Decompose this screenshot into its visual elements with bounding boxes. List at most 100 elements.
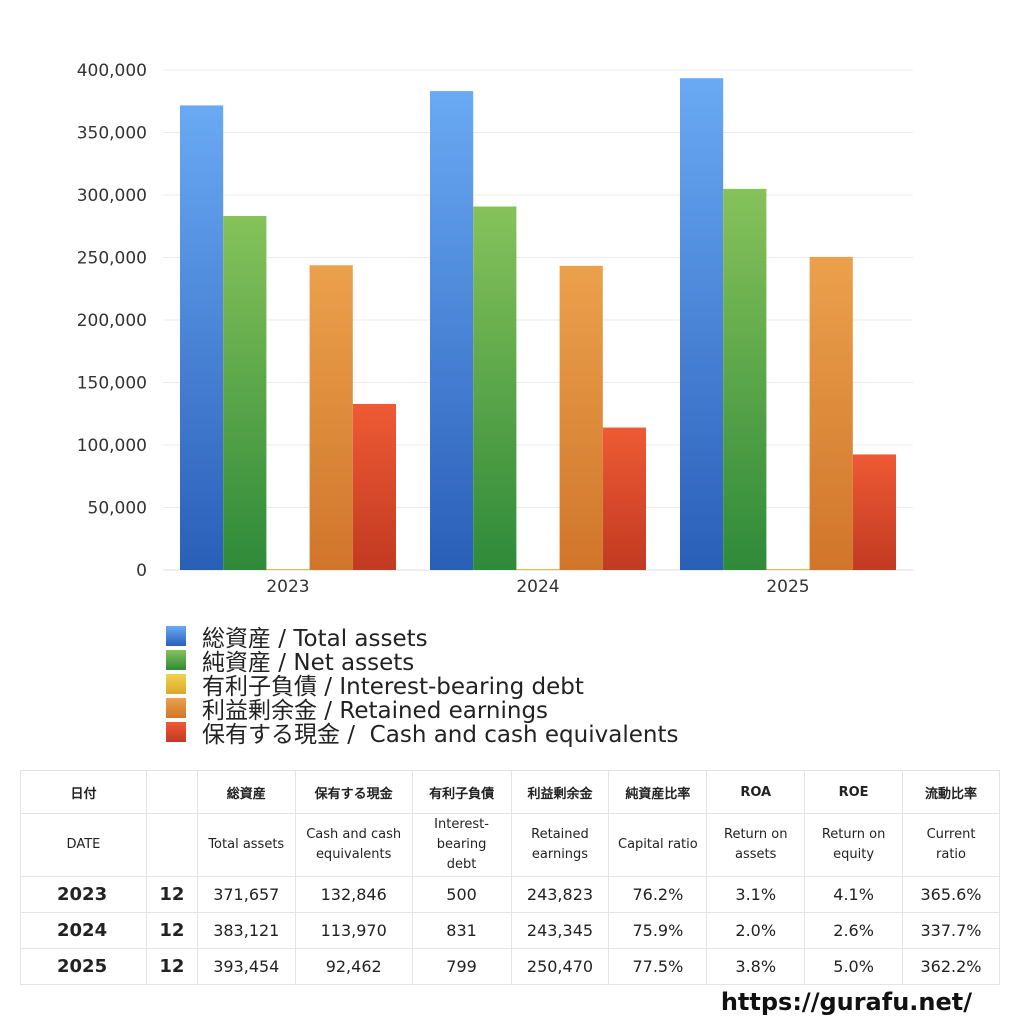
header-cell: ROE: [804, 770, 904, 814]
bars: [180, 78, 896, 571]
table-cell: 243,345: [510, 912, 610, 949]
table-cell: 362.2%: [902, 948, 1000, 985]
header-cell: 日付: [20, 770, 147, 814]
table-cell: 12: [145, 948, 198, 985]
legend-item-interest-bearing-debt: 有利子負債 / Interest-bearing debt: [166, 672, 678, 700]
bar-2023-series-4: [352, 403, 396, 570]
header-cell: ROA: [706, 770, 806, 814]
table-cell: 2025: [20, 948, 147, 985]
table-cell: 2.0%: [706, 912, 806, 949]
table-row: 2023 12 371,657 132,846 500 243,823 76.2…: [20, 876, 1000, 913]
table-cell: 75.9%: [608, 912, 708, 949]
bar-2023-series-1: [223, 216, 267, 570]
y-tick-label: 0: [136, 561, 147, 581]
y-tick-label: 350,000: [77, 124, 147, 144]
table-cell: 3.8%: [706, 948, 806, 985]
table-cell: 12: [145, 876, 198, 913]
table-cell: 337.7%: [902, 912, 1000, 949]
bar-2023-series-0: [180, 105, 224, 571]
header-cell: [145, 813, 198, 877]
legend-label: 有利子負債 / Interest-bearing debt: [202, 674, 584, 700]
bar-2025-series-4: [852, 454, 896, 570]
legend-item-cash: 保有する現金 / Cash and cash equivalents: [166, 720, 678, 748]
legend-swatch-net-assets: [166, 650, 186, 670]
table-cell: 383,121: [196, 912, 296, 949]
y-tick-label: 200,000: [77, 311, 147, 331]
table-row: 2024 12 383,121 113,970 831 243,345 75.9…: [20, 912, 1000, 949]
header-cell: Return on equity: [804, 813, 904, 877]
bar-2025-series-3: [809, 256, 853, 570]
table-row: 2025 12 393,454 92,462 799 250,470 77.5%…: [20, 948, 1000, 985]
table-cell: 500: [411, 876, 512, 913]
header-cell: Capital ratio: [608, 813, 708, 877]
header-cell: [146, 770, 198, 814]
header-cell: 流動比率: [902, 770, 1000, 814]
table-cell: 831: [411, 912, 512, 949]
x-tick-label: 2023: [266, 577, 309, 597]
table-cell: 2.6%: [804, 912, 904, 949]
site-url: https://gurafu.net/: [720, 988, 972, 1016]
table-header-row-ja: 日付 総資産 保有する現金 有利子負債 利益剰余金 純資産比率 ROA ROE …: [20, 770, 1000, 814]
table-cell: 132,846: [294, 876, 413, 913]
legend-item-total-assets: 総資産 / Total assets: [166, 624, 678, 652]
legend-label: 利益剰余金 / Retained earnings: [202, 698, 549, 724]
bar-2024-series-4: [602, 427, 646, 570]
table-cell: 2024: [20, 912, 147, 949]
table-cell: 365.6%: [902, 876, 1000, 913]
table-cell: 77.5%: [608, 948, 708, 985]
chart-legend: 総資産 / Total assets 純資産 / Net assets 有利子負…: [166, 624, 678, 748]
x-tick-label: 2025: [766, 577, 809, 597]
bar-2025-series-2: [766, 569, 810, 570]
bar-chart: 0 50,000 100,000 150,000 200,000 250,000 300,0…: [77, 61, 913, 597]
table-header-row-en: DATE Total assets Cash and cash equivale…: [20, 813, 1000, 877]
table-cell: 76.2%: [608, 876, 708, 913]
header-cell: Retained earnings: [510, 813, 610, 877]
bar-2024-series-1: [473, 206, 517, 570]
y-tick-label: 300,000: [77, 186, 147, 206]
y-tick-label: 400,000: [77, 61, 147, 81]
table-cell: 250,470: [510, 948, 610, 985]
x-tick-label: 2024: [516, 577, 559, 597]
header-cell: 総資産: [196, 770, 296, 814]
table-cell: 92,462: [294, 948, 413, 985]
grid-lines: [163, 69, 913, 571]
header-cell: 保有する現金: [294, 770, 413, 814]
table-cell: 5.0%: [804, 948, 904, 985]
bar-2024-series-3: [559, 265, 603, 570]
table-cell: 2023: [20, 876, 147, 913]
legend-swatch-total-assets: [166, 626, 186, 646]
x-axis-ticks: 2023 2024 2025: [266, 577, 809, 597]
header-cell: Interest- bearing debt: [411, 813, 512, 877]
header-cell: Total assets: [196, 813, 296, 877]
y-tick-label: 150,000: [77, 374, 147, 394]
financial-table: 日付 総資産 保有する現金 有利子負債 利益剰余金 純資産比率 ROA ROE …: [20, 770, 1000, 985]
bar-2024-series-0: [430, 91, 474, 570]
header-cell: 利益剰余金: [510, 770, 610, 814]
y-axis-ticks: 0 50,000 100,000 150,000 200,000 250,000 300,0…: [77, 61, 147, 581]
y-tick-label: 250,000: [77, 249, 147, 269]
table-cell: 12: [145, 912, 198, 949]
y-tick-label: 100,000: [77, 436, 147, 456]
table-cell: 113,970: [294, 912, 413, 949]
header-cell: 純資産比率: [608, 770, 708, 814]
header-cell: Return on assets: [706, 813, 806, 877]
bar-2023-series-2: [266, 569, 310, 570]
legend-swatch-interest-bearing-debt: [166, 674, 186, 694]
legend-item-retained-earnings: 利益剰余金 / Retained earnings: [166, 696, 678, 724]
table-cell: 4.1%: [804, 876, 904, 913]
table-cell: 3.1%: [706, 876, 806, 913]
table-cell: 371,657: [196, 876, 296, 913]
header-cell: Cash and cash equivalents: [294, 813, 413, 877]
bar-2025-series-0: [680, 78, 724, 571]
legend-swatch-cash: [166, 722, 186, 742]
bar-2024-series-2: [516, 568, 560, 570]
table-cell: 799: [411, 948, 512, 985]
header-cell: DATE: [20, 813, 147, 877]
header-cell: 有利子負債: [411, 770, 512, 814]
legend-label: 純資産 / Net assets: [202, 650, 415, 676]
bar-2025-series-1: [723, 188, 767, 570]
legend-item-net-assets: 純資産 / Net assets: [166, 648, 678, 676]
bar-2023-series-3: [309, 265, 353, 570]
table-cell: 243,823: [510, 876, 610, 913]
legend-label: 総資産 / Total assets: [202, 626, 428, 652]
